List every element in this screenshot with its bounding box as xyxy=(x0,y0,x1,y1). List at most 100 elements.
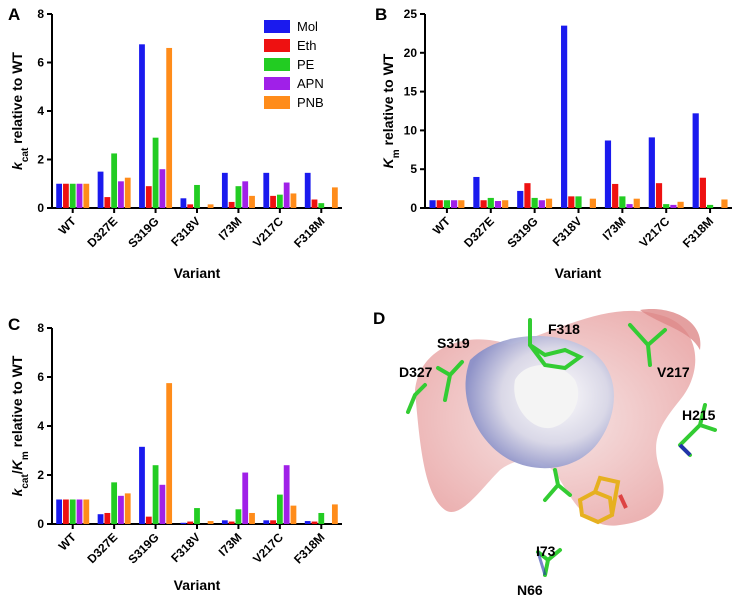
x-tick-label: V217C xyxy=(250,530,286,566)
bar xyxy=(331,187,338,208)
y-tick-label: 6 xyxy=(37,370,44,384)
panel-letter: B xyxy=(375,5,387,24)
residue-label: H215 xyxy=(682,407,716,423)
x-tick-label: D327E xyxy=(461,214,497,250)
bar xyxy=(318,203,325,208)
y-label-part: K xyxy=(380,157,396,168)
bar xyxy=(575,196,582,208)
residue-label: F318 xyxy=(548,321,580,337)
bar xyxy=(152,465,159,524)
x-tick-label: F318M xyxy=(680,214,716,250)
bar xyxy=(604,140,612,208)
bar xyxy=(429,200,436,208)
y-tick-label: 15 xyxy=(404,85,418,99)
bar xyxy=(692,113,699,208)
bar xyxy=(124,493,131,524)
y-tick-label: 0 xyxy=(37,517,44,531)
bar xyxy=(249,195,255,208)
bar xyxy=(318,512,325,524)
bar xyxy=(290,193,297,208)
bar xyxy=(561,25,568,208)
bar xyxy=(633,198,640,208)
y-tick-label: 6 xyxy=(37,56,44,70)
y-tick-label: 20 xyxy=(404,46,418,60)
x-tick-label: S319G xyxy=(125,214,161,250)
x-tick-label: D327E xyxy=(84,214,120,250)
y-label-part: m xyxy=(20,451,31,460)
bar xyxy=(180,522,187,524)
y-tick-label: 25 xyxy=(404,7,418,21)
legend-swatch xyxy=(264,96,290,109)
y-tick-label: 0 xyxy=(37,201,44,215)
bar xyxy=(221,520,228,524)
bar xyxy=(187,521,194,524)
x-tick-label: WT xyxy=(56,530,80,554)
x-tick-label: I73M xyxy=(600,214,629,243)
panel-letter: A xyxy=(8,5,20,24)
bar xyxy=(180,198,187,208)
bar xyxy=(436,200,443,208)
structure-panel xyxy=(406,309,717,577)
bar xyxy=(619,196,626,208)
bar xyxy=(104,512,111,524)
bar xyxy=(677,201,684,208)
bar xyxy=(531,197,538,208)
bar xyxy=(111,153,118,208)
bar xyxy=(263,520,270,524)
x-tick-label: F318M xyxy=(291,530,327,566)
bar xyxy=(473,176,480,208)
bar xyxy=(83,499,90,524)
x-tick-label: WT xyxy=(56,214,80,238)
x-axis-label: Variant xyxy=(174,577,221,593)
bar xyxy=(494,201,502,208)
bar xyxy=(111,482,118,524)
y-axis-label: kcat relative to WT xyxy=(9,52,31,170)
legend-swatch xyxy=(264,77,290,90)
bar xyxy=(194,184,200,208)
y-label-part: / xyxy=(9,470,25,474)
bar xyxy=(69,499,76,524)
bar xyxy=(589,198,596,208)
bar xyxy=(63,499,69,524)
x-tick-label: F318M xyxy=(291,214,327,250)
bar xyxy=(721,199,728,208)
bar xyxy=(283,465,290,524)
y-tick-label: 8 xyxy=(37,7,44,21)
x-axis-label: Variant xyxy=(174,265,221,281)
bar xyxy=(311,199,318,208)
legend-label: Eth xyxy=(297,38,317,53)
y-label-part: relative to WT xyxy=(380,53,396,149)
x-tick-label: D327E xyxy=(84,530,120,566)
bar xyxy=(451,200,458,208)
bar xyxy=(443,200,451,208)
y-label-part: cat xyxy=(20,147,31,162)
y-label-part: m xyxy=(391,149,402,158)
bar xyxy=(663,204,670,208)
bar xyxy=(104,197,111,208)
bar xyxy=(124,177,131,208)
bar xyxy=(517,190,524,208)
bar xyxy=(194,508,200,524)
bar xyxy=(97,171,104,208)
bar xyxy=(139,446,145,524)
legend-swatch xyxy=(264,20,290,33)
x-tick-label: I73M xyxy=(216,530,245,559)
y-label-part: k xyxy=(9,487,25,496)
bar xyxy=(670,204,677,208)
bar xyxy=(648,137,655,208)
bar xyxy=(166,47,173,209)
bar xyxy=(228,521,235,524)
x-tick-label: F318V xyxy=(550,214,585,249)
legend-label: APN xyxy=(297,76,324,91)
x-tick-label: WT xyxy=(430,214,454,238)
y-label-part: relative to WT xyxy=(9,355,25,451)
bar xyxy=(538,200,545,208)
bar xyxy=(56,183,63,208)
bar xyxy=(118,495,124,524)
bar xyxy=(228,201,235,208)
bar xyxy=(626,204,633,208)
bar xyxy=(487,197,494,208)
bar xyxy=(76,183,83,208)
bar xyxy=(207,521,214,524)
bar xyxy=(242,181,249,208)
